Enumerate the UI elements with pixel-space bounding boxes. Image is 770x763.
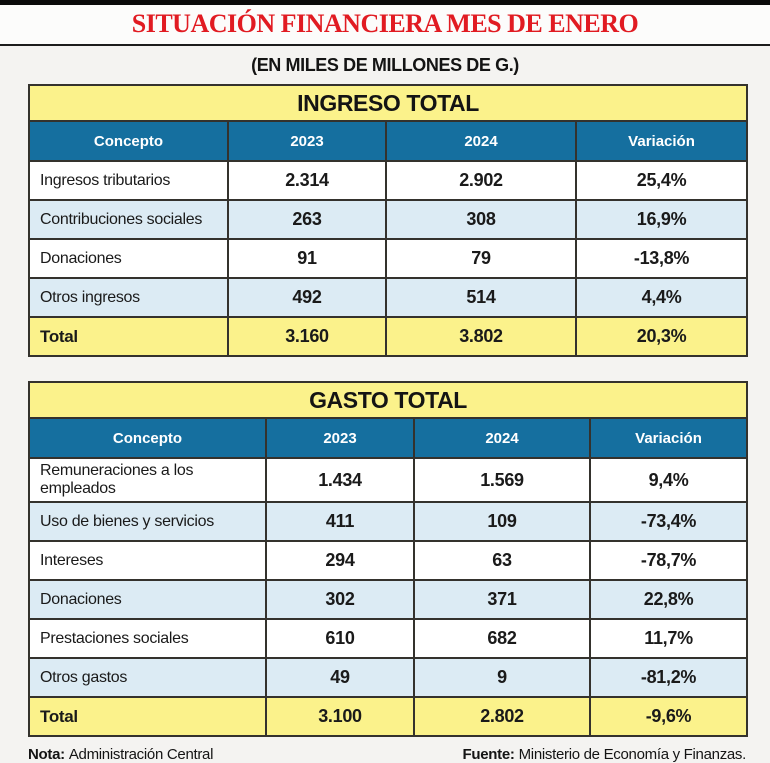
cell-concepto: Total (28, 316, 229, 357)
table-row: INGRESO TOTAL (27, 84, 749, 122)
table-row: Ingresos tributarios 2.314 2.902 25,4% (28, 160, 749, 201)
cell-2023: 1.434 (265, 457, 415, 503)
cell-2024: 79 (385, 238, 577, 279)
cell-concepto: Donaciones (28, 579, 267, 620)
table-row: Contribuciones sociales 263 308 16,9% (28, 199, 749, 240)
cell-concepto: Uso de bienes y servicios (28, 501, 267, 542)
cell-2024: 2.902 (385, 160, 577, 201)
gasto-table-caption: GASTO TOTAL (27, 381, 749, 419)
table-row: Otros ingresos 492 514 4,4% (28, 277, 749, 318)
table-row: Prestaciones sociales 610 682 11,7% (28, 618, 749, 659)
cell-variacion: 25,4% (574, 160, 749, 201)
cell-2024: 371 (413, 579, 591, 620)
cell-variacion: 16,9% (574, 199, 749, 240)
cell-2024: 308 (385, 199, 577, 240)
table-row: Donaciones 302 371 22,8% (28, 579, 749, 620)
cell-concepto: Intereses (28, 540, 267, 581)
source-label: Fuente: (462, 746, 515, 763)
cell-2024: 1.569 (413, 457, 591, 503)
column-header-2024: 2024 (413, 417, 591, 459)
cell-2024: 63 (413, 540, 591, 581)
cell-2024: 2.802 (413, 696, 591, 737)
footer: Nota: Administración Central Fuente: Minis… (28, 746, 746, 763)
source: Fuente: Ministerio de Economía y Finanzas… (462, 746, 747, 763)
cell-2023: 49 (265, 657, 415, 698)
cell-concepto: Contribuciones sociales (28, 199, 229, 240)
table-row: Concepto 2023 2024 Variación (28, 120, 749, 162)
cell-2023: 294 (265, 540, 415, 581)
page-subtitle: (EN MILES DE MILLONES DE G.) (251, 55, 519, 75)
cell-2023: 411 (265, 501, 415, 542)
ingreso-total-table: INGRESO TOTAL Concepto 2023 2024 Variaci… (27, 84, 749, 357)
column-header-2023: 2023 (227, 120, 387, 162)
column-header-variacion: Variación (574, 120, 749, 162)
ingreso-table-caption: INGRESO TOTAL (27, 84, 749, 122)
cell-variacion: 20,3% (574, 316, 749, 357)
cell-variacion: -9,6% (588, 696, 749, 737)
cell-2023: 492 (227, 277, 387, 318)
cell-2023: 263 (227, 199, 387, 240)
note: Nota: Administración Central (28, 746, 213, 763)
column-header-2023: 2023 (265, 417, 415, 459)
cell-2023: 3.100 (265, 696, 415, 737)
cell-2024: 109 (413, 501, 591, 542)
table-row: Otros gastos 49 9 -81,2% (28, 657, 749, 698)
cell-variacion: 4,4% (574, 277, 749, 318)
cell-variacion: -73,4% (588, 501, 749, 542)
table-row: Donaciones 91 79 -13,8% (28, 238, 749, 279)
cell-variacion: -13,8% (574, 238, 749, 279)
cell-2023: 302 (265, 579, 415, 620)
cell-2023: 3.160 (227, 316, 387, 357)
cell-2023: 91 (227, 238, 387, 279)
table-total-row: Total 3.100 2.802 -9,6% (28, 696, 749, 737)
table-row: Concepto 2023 2024 Variación (28, 417, 749, 459)
cell-concepto: Otros gastos (28, 657, 267, 698)
cell-variacion: -81,2% (588, 657, 749, 698)
cell-concepto: Total (28, 696, 267, 737)
note-label: Nota: (28, 746, 65, 763)
cell-2024: 3.802 (385, 316, 577, 357)
cell-2023: 2.314 (227, 160, 387, 201)
column-header-2024: 2024 (385, 120, 577, 162)
page-title: SITUACIÓN FINANCIERA MES DE ENERO (131, 9, 639, 38)
column-header-concepto: Concepto (28, 417, 267, 459)
top-black-bar (0, 0, 770, 5)
table-total-row: Total 3.160 3.802 20,3% (28, 316, 749, 357)
cell-concepto: Otros ingresos (28, 277, 229, 318)
cell-concepto: Donaciones (28, 238, 229, 279)
cell-variacion: 11,7% (588, 618, 749, 659)
note-text: Administración Central (68, 746, 214, 763)
cell-2024: 9 (413, 657, 591, 698)
cell-variacion: 22,8% (588, 579, 749, 620)
source-text: Ministerio de Economía y Finanzas. (518, 746, 747, 763)
cell-2023: 610 (265, 618, 415, 659)
cell-concepto: Remuneraciones a los empleados (28, 457, 267, 503)
column-header-concepto: Concepto (28, 120, 229, 162)
cell-concepto: Ingresos tributarios (28, 160, 229, 201)
table-row: Uso de bienes y servicios 411 109 -73,4% (28, 501, 749, 542)
gasto-total-table: GASTO TOTAL Concepto 2023 2024 Variación… (27, 381, 749, 737)
table-row: Intereses 294 63 -78,7% (28, 540, 749, 581)
title-band: SITUACIÓN FINANCIERA MES DE ENERO (0, 5, 770, 46)
column-header-variacion: Variación (588, 417, 749, 459)
cell-2024: 682 (413, 618, 591, 659)
cell-2024: 514 (385, 277, 577, 318)
cell-concepto: Prestaciones sociales (28, 618, 267, 659)
table-row: Remuneraciones a los empleados 1.434 1.5… (28, 457, 749, 503)
cell-variacion: 9,4% (588, 457, 749, 503)
cell-variacion: -78,7% (588, 540, 749, 581)
table-row: GASTO TOTAL (27, 381, 749, 419)
